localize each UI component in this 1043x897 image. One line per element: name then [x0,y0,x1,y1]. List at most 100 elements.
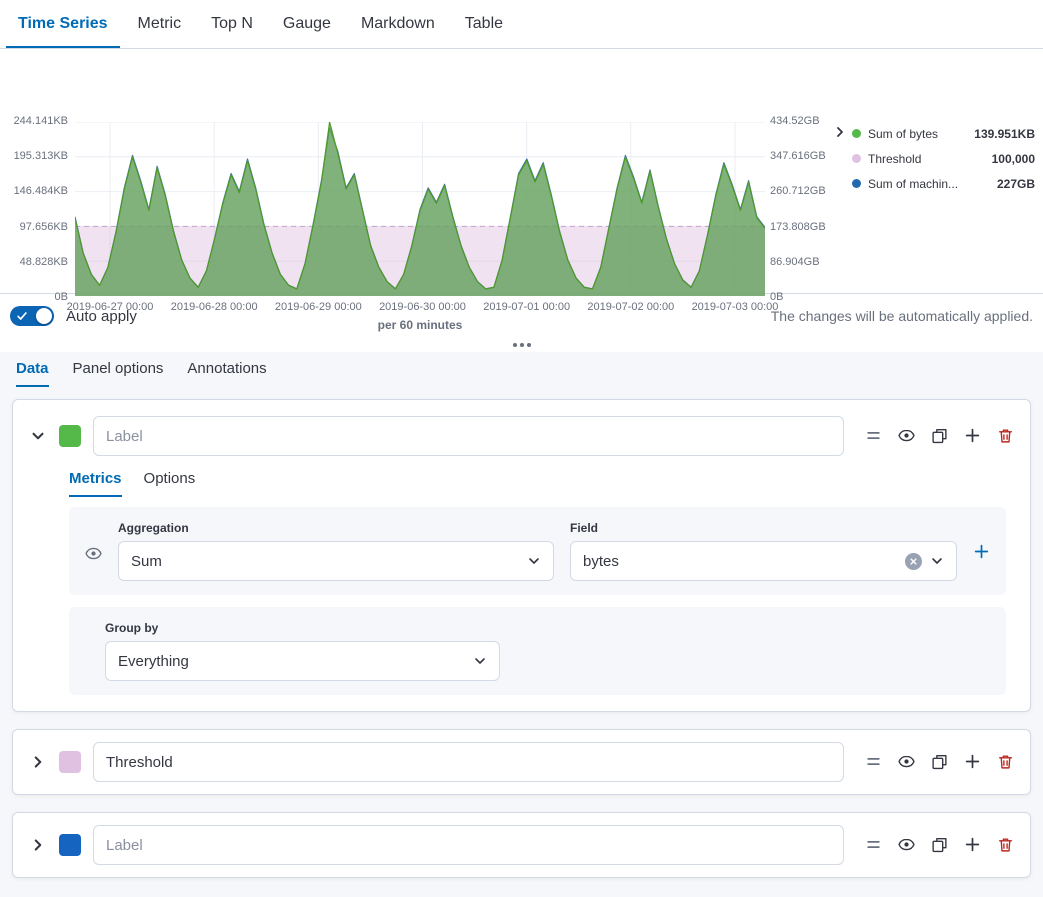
series-header [29,416,1014,456]
plus-icon[interactable] [963,836,981,854]
tab-panel-options[interactable]: Panel options [72,360,164,377]
legend-label: Sum of machin... [868,176,959,191]
series-card-2 [12,729,1031,795]
legend-color-dot [852,129,861,138]
chevron-right-icon[interactable] [29,836,47,854]
series-label-input[interactable] [93,742,844,782]
series-color-swatch[interactable] [59,425,81,447]
copy-icon[interactable] [930,836,948,854]
series-color-swatch[interactable] [59,834,81,856]
aggregation-select[interactable]: Sum [118,541,554,581]
chevron-down-icon[interactable] [29,427,47,445]
toggle-knob [36,308,52,324]
legend-label: Sum of bytes [868,126,939,141]
tab-annotations[interactable]: Annotations [187,360,267,377]
series-color-swatch[interactable] [59,751,81,773]
series-subtabs: Metrics Options [69,470,1006,497]
y-tick: 0B [54,290,68,303]
x-tick-label: 2019-06-27 00:00 [66,301,154,313]
group-by-panel: Group by Everything [69,607,1006,695]
tab-table[interactable]: Table [464,15,504,32]
x-tick-label: 2019-07-02 00:00 [587,301,675,313]
legend-item[interactable]: Threshold 100,000 [852,146,1035,171]
legend-label: Threshold [868,151,922,166]
x-tick-label: 2019-07-01 00:00 [483,301,571,313]
series-header [29,825,1014,865]
x-axis-caption: per 60 minutes [377,318,463,332]
eye-icon[interactable] [897,836,915,854]
group-by-label: Group by [105,621,159,635]
drag-handle-icon[interactable] [864,427,882,445]
chart-plot[interactable] [75,122,765,296]
y-tick: 146.484KB [13,185,68,198]
series-actions [864,836,1014,854]
plus-icon[interactable] [963,753,981,771]
legend-item[interactable]: Sum of machin... 227GB [852,171,1035,196]
series-card-3 [12,812,1031,878]
x-tick-label: 2019-06-30 00:00 [379,301,466,313]
metric-eye-icon[interactable] [85,545,102,567]
right-y-axis: 434.52GB 347.616GB 260.712GB 173.808GB 8… [770,115,840,303]
check-icon [17,312,27,320]
y-tick: 434.52GB [770,115,820,127]
clear-field-icon[interactable] [905,552,922,570]
left-y-axis: 244.141KB 195.313KB 146.484KB 97.656KB 4… [0,115,68,303]
series-actions [864,427,1014,445]
auto-apply-hint: The changes will be automatically applie… [770,308,1033,324]
series-header [29,742,1014,782]
eye-icon[interactable] [897,753,915,771]
chevron-down-icon [529,558,539,564]
group-by-select[interactable]: Everything [105,641,500,681]
tab-data[interactable]: Data [16,360,49,387]
trash-icon[interactable] [996,427,1014,445]
legend-collapse-button[interactable] [831,124,849,142]
chevron-right-icon[interactable] [29,753,47,771]
auto-apply-toggle[interactable] [10,306,54,326]
y-tick: 48.828KB [19,255,68,268]
add-metric-plus-icon[interactable] [973,543,990,565]
tab-gauge[interactable]: Gauge [282,15,331,32]
tab-options[interactable]: Options [143,470,196,487]
x-tick-label: 2019-06-28 00:00 [170,301,258,313]
series-actions [864,753,1014,771]
y-tick: 347.616GB [770,150,826,163]
y-tick: 173.808GB [770,220,826,233]
tab-top-n[interactable]: Top N [211,15,253,32]
visualization-type-tabs: Time Series Metric Top N Gauge Markdown … [0,0,1043,49]
x-axis-labels: 2019-06-27 00:00 2019-06-28 00:00 2019-06-… [67,301,779,315]
eye-icon[interactable] [897,427,915,445]
tab-metric[interactable]: Metric [137,15,182,32]
legend-value: 100,000 [991,151,1035,166]
chevron-right-icon [837,127,843,137]
series-label-input[interactable] [93,825,844,865]
drag-handle-icon[interactable] [864,836,882,854]
panel-resize-handle[interactable] [0,338,1043,352]
field-combobox[interactable]: bytes [570,541,957,581]
legend-value: 139.951KB [974,126,1035,141]
chevron-down-icon [475,658,485,664]
tab-markdown[interactable]: Markdown [360,15,435,32]
tab-metrics[interactable]: Metrics [69,470,122,497]
copy-icon[interactable] [930,753,948,771]
x-tick-label: 2019-06-29 00:00 [274,301,362,313]
y-tick: 97.656KB [19,220,68,233]
field-value: bytes [583,552,619,570]
drag-handle-icon[interactable] [864,753,882,771]
series-label-input[interactable] [93,416,844,456]
y-tick: 260.712GB [770,185,826,198]
chevron-down-icon [932,558,942,564]
series-card-1: Metrics Options Aggregation Sum Field by… [12,399,1031,712]
series-list: Metrics Options Aggregation Sum Field by… [0,387,1043,892]
trash-icon[interactable] [996,753,1014,771]
copy-icon[interactable] [930,427,948,445]
plus-icon[interactable] [963,427,981,445]
legend-item[interactable]: Sum of bytes 139.951KB [852,121,1035,146]
trash-icon[interactable] [996,836,1014,854]
group-by-value: Everything [118,652,189,670]
legend-color-dot [852,179,861,188]
y-tick: 0B [770,290,784,303]
tab-time-series[interactable]: Time Series [6,0,120,48]
auto-apply-label: Auto apply [66,307,137,325]
x-tick-label: 2019-07-03 00:00 [691,301,779,313]
legend-color-dot [852,154,861,163]
